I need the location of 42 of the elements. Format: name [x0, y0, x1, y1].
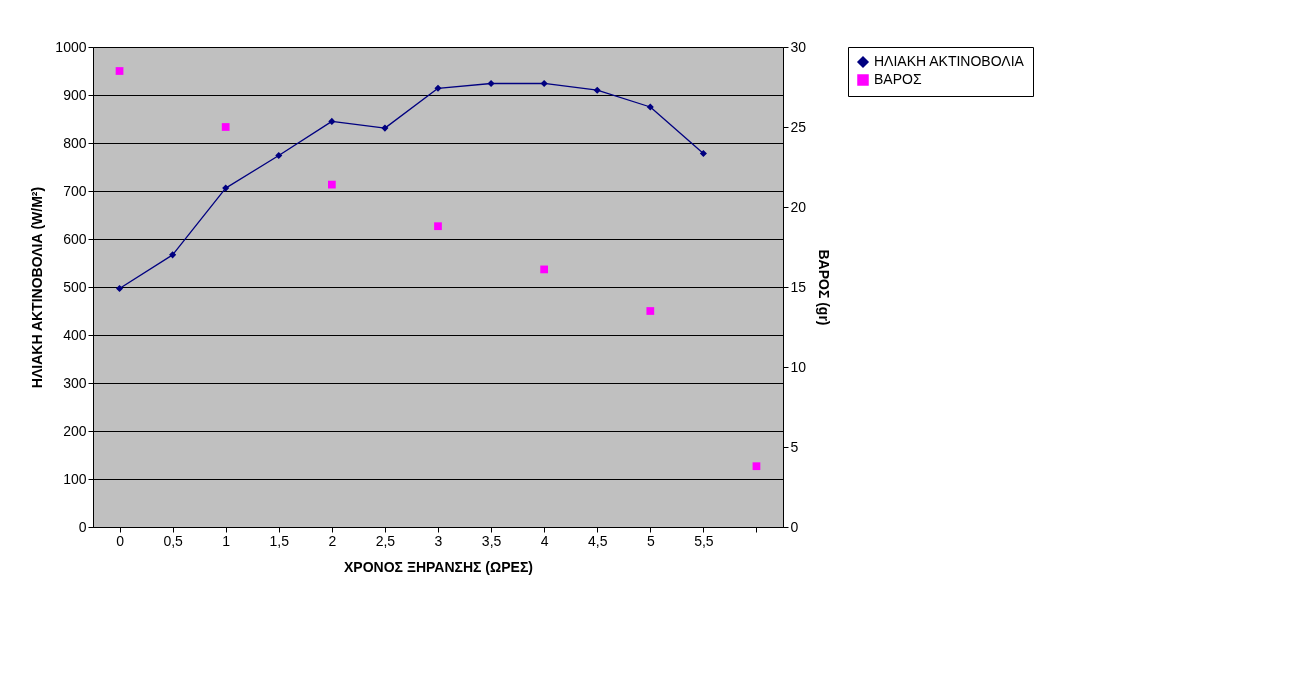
y2-tick-label: 20 [790, 198, 807, 215]
x-tick-label: 5,5 [694, 532, 714, 549]
y-tick-label: 800 [63, 134, 87, 151]
y-tick-label: 200 [63, 422, 87, 439]
legend-label: ΗΛΙΑΚΗ ΑΚΤΙΝΟΒΟΛΙΑ [874, 53, 1025, 69]
x-tick-label: 3 [434, 532, 443, 549]
y-tick-label: 300 [63, 374, 87, 391]
y2-tick-label: 0 [790, 518, 799, 535]
y-tick-label: 500 [63, 278, 87, 295]
x-tick-label: 0,5 [163, 532, 184, 549]
y2-tick-label: 5 [790, 438, 799, 455]
y2-tick-label: 25 [790, 118, 807, 135]
point [540, 265, 549, 274]
x-tick-label: 2,5 [375, 532, 396, 549]
y2-tick-label: 30 [790, 38, 807, 55]
x-axis-title: ΧΡΟΝΟΣ ΞΗΡΑΝΣΗΣ (ΩΡΕΣ) [344, 558, 533, 575]
x-tick-label: 0 [116, 532, 125, 549]
x-tick-label: 5 [646, 532, 655, 549]
x-tick-label: 4 [540, 532, 549, 549]
x-tick-label: 3,5 [481, 532, 502, 549]
y-tick-label: 600 [63, 230, 87, 247]
y-tick-label: 1000 [55, 38, 87, 55]
y-tick-label: 100 [63, 470, 87, 487]
point [752, 462, 761, 471]
y2-axis-title: ΒΑΡΟΣ (gr) [816, 249, 833, 326]
point [115, 67, 124, 75]
point [434, 222, 442, 231]
y-tick-label: 400 [63, 326, 87, 343]
x-tick-label: 4,5 [588, 532, 608, 549]
x-tick-label: 2 [328, 532, 337, 549]
y-tick-label: 700 [63, 182, 87, 199]
y2-tick-label: 15 [790, 278, 807, 295]
point [327, 180, 336, 189]
x-tick-label: 1,5 [269, 532, 290, 549]
point [221, 123, 230, 131]
x-tick-label: 1 [222, 532, 231, 549]
y2-tick-label: 10 [790, 358, 807, 375]
legend-label: ΒΑΡΟΣ [874, 71, 922, 87]
y-tick-label: 0 [78, 518, 87, 535]
y-tick-label: 900 [63, 86, 87, 103]
y-axis-title: ΗΛΙΑΚΗ ΑΚΤΙΝΟΒΟΛΙΑ (W/M²) [29, 186, 46, 389]
point [646, 307, 655, 315]
